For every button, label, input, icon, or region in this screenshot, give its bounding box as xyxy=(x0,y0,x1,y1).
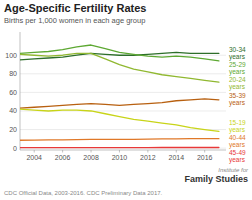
x-tick-label: 2010 xyxy=(112,154,128,161)
x-tick-label: 2008 xyxy=(83,154,99,161)
series-line xyxy=(20,139,219,141)
x-tick-label: 2014 xyxy=(168,154,184,161)
series-label-line: 45-49 xyxy=(229,149,246,156)
grid-line xyxy=(20,92,226,93)
annotation: Family Studies xyxy=(184,174,248,184)
x-tick xyxy=(204,150,205,153)
subtitle: Births per 1,000 women in each age group xyxy=(4,16,145,25)
series-label: 20-24years xyxy=(229,76,246,91)
y-tick-label: 0 xyxy=(13,145,17,152)
y-axis xyxy=(20,32,21,150)
series-label-line: years xyxy=(229,68,246,76)
x-tick xyxy=(34,150,35,153)
y-tick-label: 80 xyxy=(9,70,17,77)
series-line xyxy=(20,109,219,131)
series-label-line: years xyxy=(229,141,246,149)
series-line xyxy=(20,45,219,61)
x-tick xyxy=(91,150,92,153)
footnote: CDC Official Data, 2003-2016. CDC Prelim… xyxy=(4,190,163,196)
y-tick-label: 100 xyxy=(5,52,17,59)
x-axis xyxy=(20,150,226,151)
annotation: Institute for xyxy=(218,167,249,173)
series-label-line: years xyxy=(229,83,246,91)
x-tick xyxy=(119,150,120,153)
x-tick-label: 2006 xyxy=(55,154,71,161)
grid-line xyxy=(20,73,226,74)
x-tick xyxy=(62,150,63,153)
chart: Age-Specific Fertility Rates Births per 1… xyxy=(0,0,252,200)
series-label-line: years xyxy=(229,156,246,164)
y-tick-label: 20 xyxy=(9,126,17,133)
series-label-line: years xyxy=(229,53,246,61)
series-label-line: years xyxy=(229,99,246,107)
x-tick xyxy=(176,150,177,153)
x-tick-label: 2012 xyxy=(140,154,156,161)
series-label-line: 20-24 xyxy=(229,76,246,83)
series-line xyxy=(20,99,219,108)
x-tick-label: 2004 xyxy=(26,154,42,161)
series-label-line: 15-19 xyxy=(229,119,246,126)
series-label-line: 30-34 xyxy=(229,46,246,53)
lines xyxy=(20,45,219,148)
grid-line xyxy=(20,129,226,130)
title: Age-Specific Fertility Rates xyxy=(4,2,146,14)
series-label: 35-39years xyxy=(229,92,246,107)
x-tick-label: 2016 xyxy=(197,154,213,161)
grid-line xyxy=(20,148,226,149)
series-label: 40-44years xyxy=(229,134,246,149)
series-label-line: years xyxy=(229,126,246,134)
series-label-line: 35-39 xyxy=(229,92,246,99)
y-tick-label: 40 xyxy=(9,107,17,114)
series-line xyxy=(20,147,219,148)
x-tick xyxy=(147,150,148,153)
series-label: 45-49years xyxy=(229,149,246,164)
series-label: 25-29years xyxy=(229,61,246,76)
series-line xyxy=(20,53,219,82)
series-label: 30-34years xyxy=(229,46,246,61)
series-label: 15-19years xyxy=(229,119,246,134)
series-label-line: 40-44 xyxy=(229,134,246,141)
series-label-line: 25-29 xyxy=(229,61,246,68)
y-tick-label: 60 xyxy=(9,89,17,96)
